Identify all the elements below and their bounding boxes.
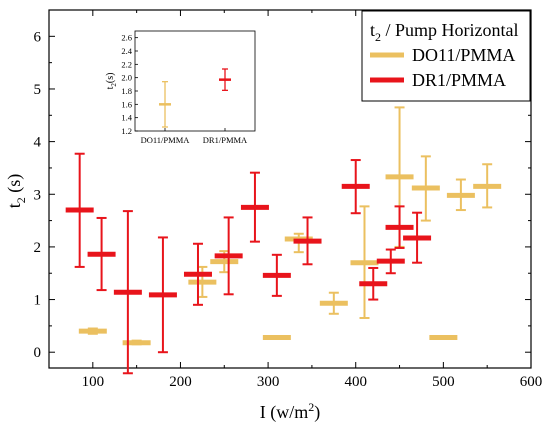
y-tick-label: 0 [34, 345, 42, 361]
x-tick-label: 100 [82, 374, 105, 390]
data-point [473, 163, 502, 209]
inset-y-ticks: 1.2 1.4 1.6 1.8 2.0 2.2 2.4 2.6 DO11/PMMA DR1/PMM… [121, 33, 248, 145]
y-tick-label: 5 [34, 82, 42, 98]
inset-points [159, 68, 231, 128]
legend-entry: DO11/PMMA [370, 45, 515, 65]
inset-x-tick-label: DO11/PMMA [141, 135, 191, 145]
inset-y-tick-label: 1.2 [121, 126, 132, 136]
inset-y-tick-label: 2.0 [121, 73, 132, 83]
data-point [122, 339, 151, 346]
x-tick-label: 500 [432, 374, 455, 390]
inset-point [159, 81, 171, 128]
legend-label: DO11/PMMA [412, 45, 515, 65]
inset-y-tick-label: 1.6 [121, 99, 132, 109]
x-tick-label: 200 [169, 374, 192, 390]
y-axis-title: t2 (s) [4, 174, 28, 209]
x-axis-ticks: 100 200 300 400 500 600 [82, 10, 543, 390]
data-point [183, 242, 212, 306]
data-point [403, 211, 432, 264]
inset-chart: 1.2 1.4 1.6 1.8 2.0 2.2 2.4 2.6 DO11/PMMA DR1/PMM… [105, 30, 256, 145]
data-point [319, 291, 348, 315]
data-point [65, 152, 94, 268]
data-point [87, 216, 116, 292]
inset-y-axis-title: t2(s) [105, 73, 118, 90]
data-point [148, 236, 177, 354]
data-point [341, 159, 370, 215]
data-point [240, 171, 269, 243]
inset-frame [134, 30, 256, 132]
plot-frame [48, 9, 532, 369]
legend-entries: DO11/PMMA DR1/PMMA [370, 45, 515, 90]
data-point [214, 216, 243, 296]
legend-label: DR1/PMMA [412, 70, 506, 90]
legend-title: t2 / Pump Horizontal [370, 20, 519, 44]
series-do11-pmma [78, 106, 502, 346]
y-tick-label: 3 [34, 187, 42, 203]
inset-y-tick-label: 2.2 [121, 59, 132, 69]
data-point [113, 210, 142, 375]
data-point [376, 248, 405, 275]
inset-y-tick-label: 1.4 [121, 113, 132, 123]
series-dr1-pmma [65, 152, 432, 375]
x-axis-title: I (w/m2) [260, 400, 321, 423]
data-point [262, 253, 291, 297]
data-point [188, 265, 217, 298]
y-tick-label: 2 [34, 240, 42, 256]
inset-point [219, 68, 231, 91]
data-point [350, 205, 379, 319]
x-tick-label: 300 [257, 374, 280, 390]
legend-entry: DR1/PMMA [370, 70, 506, 90]
x-tick-label: 600 [520, 374, 543, 390]
y-tick-label: 1 [34, 293, 42, 309]
series-layer [65, 106, 502, 375]
inset-y-tick-label: 2.4 [121, 46, 132, 56]
data-point [446, 178, 475, 212]
data-point [385, 205, 414, 249]
legend: t2 / Pump Horizontal DO11/PMMA DR1/PMMA [361, 10, 531, 102]
inset-y-tick-label: 1.8 [121, 86, 132, 96]
data-point [411, 155, 440, 222]
data-point [293, 216, 322, 266]
inset-y-tick-label: 2.6 [121, 33, 132, 43]
inset-x-tick-label: DR1/PMMA [203, 135, 248, 145]
x-tick-label: 400 [344, 374, 367, 390]
data-point [78, 327, 107, 335]
y-tick-label: 4 [34, 135, 42, 151]
data-point [359, 266, 388, 301]
y-tick-label: 6 [34, 29, 42, 45]
